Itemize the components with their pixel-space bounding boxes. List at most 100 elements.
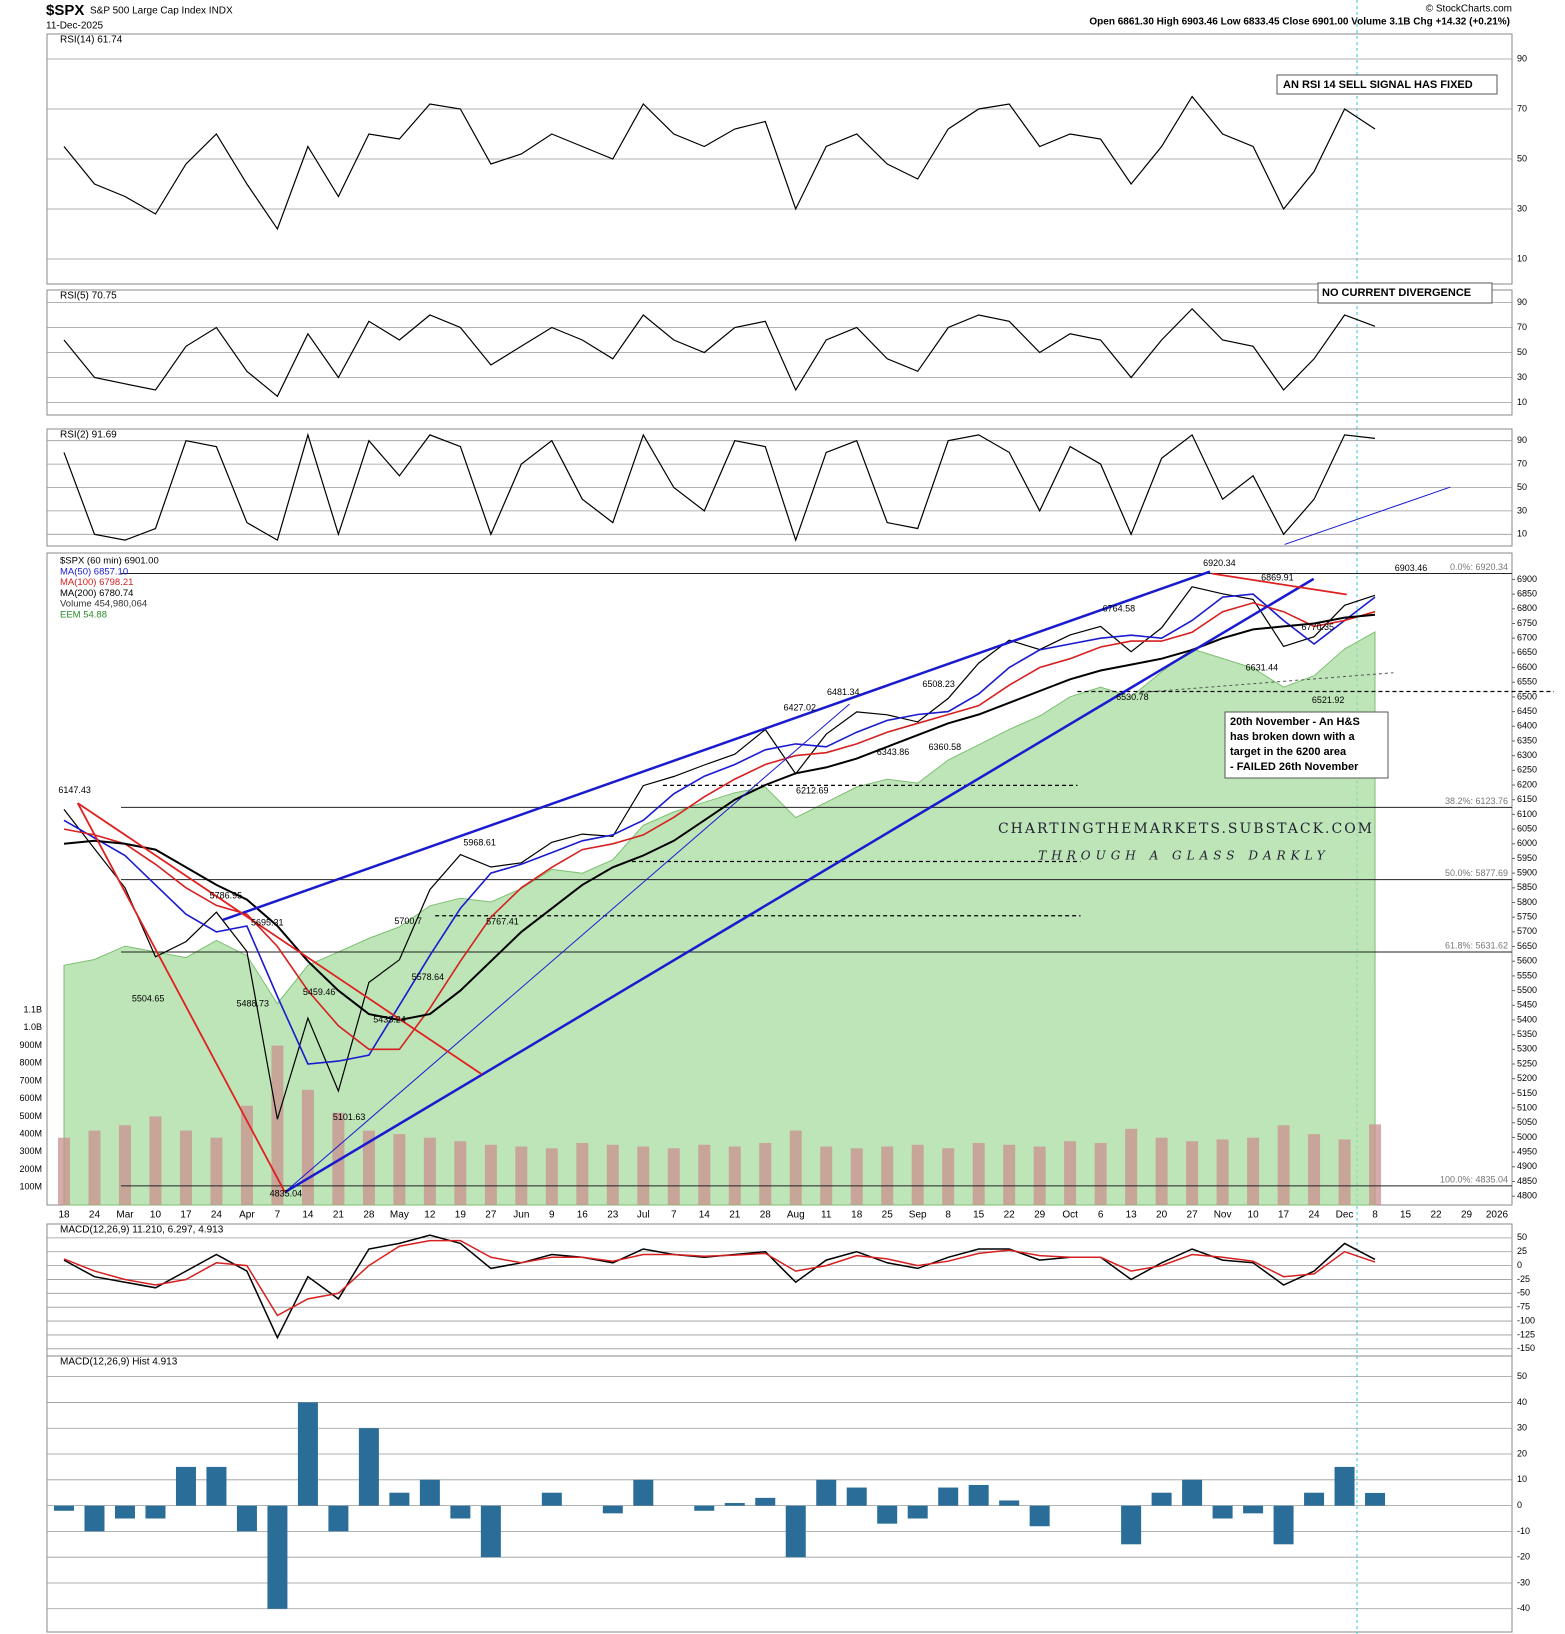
histogram-bar <box>389 1492 410 1506</box>
volume-bar <box>149 1116 162 1205</box>
price-label: 6360.58 <box>929 742 962 752</box>
x-tick-label: 21 <box>729 1210 741 1221</box>
panel-frame <box>46 1355 1513 1633</box>
volume-tick-label: 600M <box>19 1093 42 1103</box>
price-label: 6481.34 <box>827 687 860 697</box>
y-tick-label: 10 <box>1517 529 1527 539</box>
y-tick-label: 5700 <box>1517 926 1537 936</box>
x-tick-label: Nov <box>1214 1210 1232 1221</box>
x-tick-label: 22 <box>1004 1210 1016 1221</box>
price-label: 6631.44 <box>1246 663 1279 673</box>
y-tick-label: 4900 <box>1517 1161 1537 1171</box>
y-tick-label: 4950 <box>1517 1147 1537 1157</box>
price-label: 5578.64 <box>412 972 445 982</box>
histogram-bar <box>54 1505 74 1511</box>
histogram-bar <box>999 1500 1020 1506</box>
x-tick-label: 24 <box>211 1210 223 1221</box>
x-tick-label: Jul <box>637 1210 650 1221</box>
x-tick-label: 21 <box>333 1210 345 1221</box>
volume-bar <box>1369 1124 1382 1205</box>
volume-bar <box>423 1137 436 1205</box>
volume-bar <box>301 1089 314 1205</box>
histogram-bar <box>419 1479 440 1506</box>
volume-bar <box>1125 1128 1138 1205</box>
volume-tick-label: 400M <box>19 1129 42 1139</box>
tagline: THROUGH A GLASS DARKLY <box>1038 849 1329 863</box>
volume-bar <box>1216 1139 1229 1205</box>
histogram-bar <box>175 1466 196 1506</box>
rsi-trend-line <box>1284 486 1451 545</box>
y-tick-label: 6100 <box>1517 809 1537 819</box>
y-tick-label: 5850 <box>1517 882 1537 892</box>
x-tick-label: 18 <box>851 1210 863 1221</box>
y-tick-label: -150 <box>1517 1343 1535 1353</box>
x-tick-label: 10 <box>150 1210 162 1221</box>
y-tick-label: 6900 <box>1517 574 1537 584</box>
panel-title: MACD(12,26,9) Hist 4.913 <box>60 1357 178 1368</box>
trend-line <box>1211 572 1347 596</box>
histogram-bar <box>328 1505 349 1532</box>
price-label: 4835.04 <box>270 1188 303 1198</box>
trend-line <box>222 570 1211 922</box>
y-tick-label: 5800 <box>1517 897 1537 907</box>
histogram-bar <box>938 1487 959 1506</box>
legend-entry: $SPX (60 min) 6901.00 <box>60 556 159 567</box>
volume-bar <box>179 1130 192 1205</box>
x-tick-label: 14 <box>699 1210 711 1221</box>
y-tick-label: 5450 <box>1517 1000 1537 1010</box>
volume-bar <box>576 1142 589 1205</box>
x-tick-label: 17 <box>180 1210 192 1221</box>
y-tick-label: 5250 <box>1517 1058 1537 1068</box>
y-tick-label: 10 <box>1517 1474 1527 1484</box>
note: - FAILED 26th November <box>1230 761 1359 773</box>
x-tick-label: Sep <box>909 1210 927 1221</box>
volume-bar <box>1094 1142 1107 1205</box>
y-tick-label: 0 <box>1517 1260 1522 1270</box>
histogram-bar <box>602 1505 623 1514</box>
x-tick-label: Aug <box>787 1210 805 1221</box>
volume-bar <box>1064 1141 1077 1205</box>
trend-line <box>284 703 850 1193</box>
y-tick-label: 5950 <box>1517 853 1537 863</box>
volume-bar <box>1155 1137 1168 1205</box>
volume-bar <box>911 1144 924 1205</box>
x-tick-label: 28 <box>760 1210 772 1221</box>
x-tick-label: 11 <box>821 1210 832 1221</box>
x-tick-label: 29 <box>1461 1210 1473 1221</box>
histogram-bar <box>1182 1479 1203 1506</box>
y-tick-label: 6750 <box>1517 618 1537 628</box>
histogram-bar <box>206 1466 227 1506</box>
y-tick-label: 5400 <box>1517 1014 1537 1024</box>
panel-title: MACD(12,26,9) 11.210, 6.297, 4.913 <box>60 1225 224 1236</box>
y-tick-label: 5600 <box>1517 956 1537 966</box>
price-label: 6427.02 <box>784 703 817 713</box>
volume-bar <box>1003 1144 1016 1205</box>
y-tick-label: 5650 <box>1517 941 1537 951</box>
trend-line <box>284 577 1315 1194</box>
volume-bar <box>88 1130 101 1205</box>
rsi-line <box>63 307 1376 398</box>
y-tick-label: -75 <box>1517 1302 1530 1312</box>
y-tick-label: 5300 <box>1517 1044 1537 1054</box>
volume-bar <box>637 1146 650 1205</box>
volume-bar <box>393 1134 406 1205</box>
y-tick-label: 6300 <box>1517 750 1537 760</box>
y-tick-label: 6800 <box>1517 603 1537 613</box>
volume-bar <box>820 1146 833 1205</box>
y-tick-label: 0 <box>1517 1500 1522 1510</box>
price-label: 6521.92 <box>1312 695 1345 705</box>
x-tick-label: Mar <box>116 1210 134 1221</box>
y-tick-label: 6000 <box>1517 838 1537 848</box>
price-label: 5695.31 <box>251 918 284 928</box>
volume-bar <box>210 1137 223 1205</box>
volume-bar <box>484 1144 497 1205</box>
price-label: 5459.46 <box>303 987 336 997</box>
volume-bar <box>728 1146 741 1205</box>
fib-label: 50.0%: 5877.69 <box>1445 868 1508 878</box>
x-tick-label: 7 <box>275 1210 281 1221</box>
volume-bar <box>1277 1125 1290 1205</box>
rsi-line <box>63 95 1376 231</box>
eem-area <box>63 631 1376 1206</box>
y-tick-label: 50 <box>1517 482 1527 492</box>
y-tick-label: 90 <box>1517 297 1527 307</box>
